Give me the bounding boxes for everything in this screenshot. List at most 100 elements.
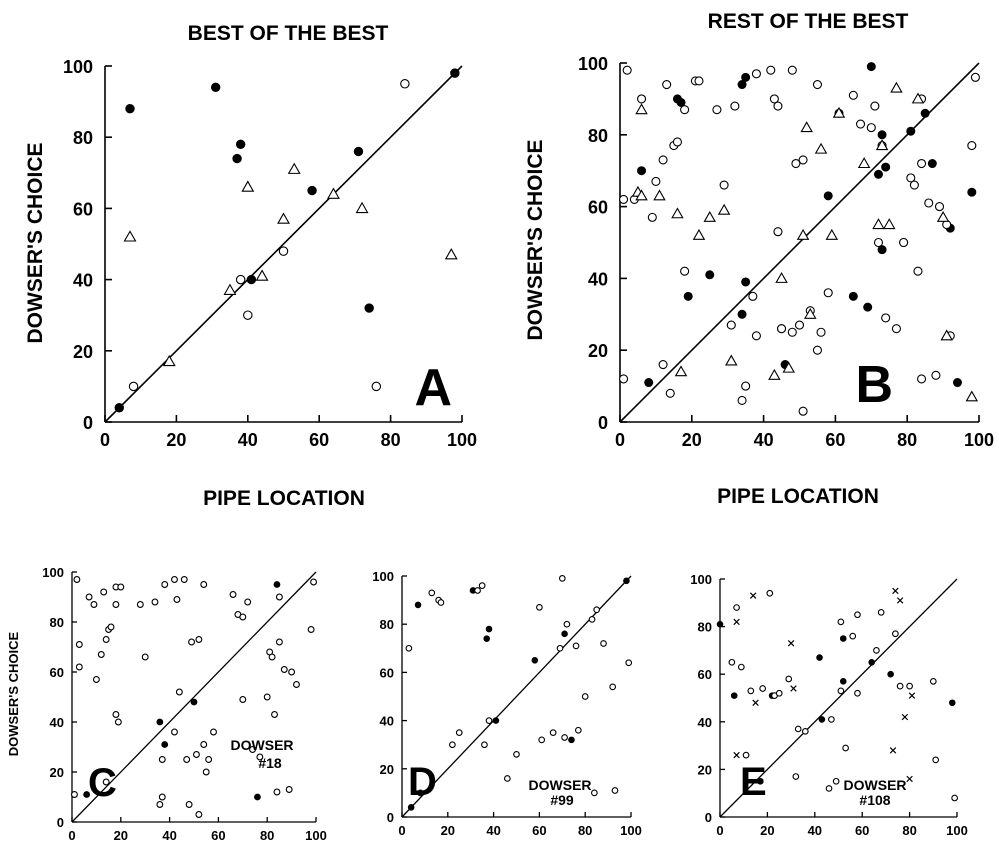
chart-c-x-tick-label: 80	[260, 828, 274, 843]
chart-c-point-open	[85, 593, 93, 601]
chart-e-point-open	[854, 689, 861, 697]
chart-a-y-tick-label: 20	[73, 342, 93, 362]
chart-e-point-cross	[892, 587, 899, 595]
chart-c-point-open	[188, 638, 196, 646]
chart-a-point-filled	[114, 403, 124, 413]
chart-e-point-open	[792, 773, 800, 780]
chart-c-point-open	[280, 666, 288, 673]
chart-a-panel-label: A	[414, 359, 452, 417]
chart-b-point-triangle	[965, 390, 979, 402]
chart-d-y-tick-label: 40	[380, 714, 394, 729]
chart-d-point-open	[474, 587, 481, 594]
chart-a-point-triangle	[241, 180, 255, 192]
chart-e-x-tick-label: 60	[855, 823, 869, 838]
chart-e-point-open	[733, 604, 740, 611]
chart-c-point-open	[256, 753, 264, 761]
chart-b-point-triangle	[635, 103, 648, 115]
chart-a-point-triangle	[255, 269, 269, 281]
chart-c-point-open	[192, 751, 200, 758]
chart-a-x-tick-label: 0	[100, 430, 110, 450]
chart-e-point-open	[759, 685, 767, 692]
chart-d-x-tick-label: 20	[441, 823, 455, 838]
chart-d-x-tick-label: 0	[398, 823, 405, 838]
chart-d-point-open	[437, 599, 445, 606]
chart-b-point-open	[917, 374, 927, 384]
chart-e-annotation-line-1: DOWSER	[844, 777, 907, 793]
chart-c-dowser-annotation: DOWSER #18	[231, 737, 298, 771]
chart-b-panel-label: B	[855, 356, 893, 414]
chart-b-y-tick-label: 60	[588, 198, 608, 218]
chart-c-point-open	[136, 601, 144, 608]
chart-a-point-triangle	[355, 201, 369, 214]
chart-e-point-filled	[839, 635, 847, 642]
chart-b-point-open	[823, 288, 833, 298]
chart-a-point-triangle	[123, 230, 137, 242]
chart-b-point-open	[651, 176, 661, 187]
chart-b-point-open	[751, 331, 761, 341]
chart-b-plot: 0 20 40 60 80 100 0 20 40 60 80 100	[578, 54, 994, 450]
chart-e-x-tick-label: 80	[902, 823, 916, 838]
chart-e-point-open	[756, 777, 764, 785]
chart-b-y-tick-label: 20	[588, 341, 608, 361]
chart-b-point-open	[680, 266, 690, 276]
chart-b-y-tick-label: 100	[578, 54, 608, 74]
chart-b-point-open	[647, 212, 657, 222]
chart-d-plot: 0 20 40 60 80 100 0 20 40 60 80 100	[372, 569, 642, 838]
chart-c-point-filled	[161, 741, 169, 748]
chart-b-point-triangle	[768, 368, 781, 380]
chart-e-annotation-line-2: #108	[859, 792, 890, 808]
chart-a-diagonal-line	[104, 65, 463, 423]
chart-e-dowser-annotation: DOWSER #108	[844, 777, 911, 808]
chart-b-point-triangle	[832, 106, 846, 118]
chart-e-point-open	[854, 611, 861, 619]
chart-d-point-open	[428, 589, 436, 597]
chart-b-point-open	[658, 360, 668, 370]
chart-b-point-triangle	[872, 218, 885, 230]
chart-c-point-open	[239, 696, 247, 703]
chart-c-point-open	[75, 641, 83, 648]
chart-c-point-open	[158, 793, 166, 801]
chart-b-point-filled	[881, 162, 891, 172]
chart-b-point-open	[866, 123, 876, 133]
chart-c-x-tick-label: 40	[162, 828, 176, 843]
chart-b-point-open	[891, 324, 901, 334]
chart-c-x-tick-label: 100	[305, 828, 327, 843]
chart-panel-e: 0 20 40 60 80 100 0 20 40 60 80 100 E DOWSER #108	[690, 572, 968, 838]
chart-a-point-filled	[246, 274, 257, 285]
chart-d-y-tick-label: 0	[387, 810, 394, 825]
chart-d-point-open	[609, 683, 617, 691]
chart-b-point-triangle	[890, 81, 903, 93]
chart-a-point-triangle	[162, 354, 176, 367]
chart-c-point-open	[141, 653, 149, 661]
chart-c-y-tick-label: 100	[42, 565, 64, 580]
chart-d-annotation-line-1: DOWSER	[529, 777, 592, 793]
chart-b-point-open	[622, 65, 632, 75]
chart-c-point-open	[273, 788, 281, 796]
chart-c-point-open	[183, 756, 191, 763]
chart-c-plot: 0 20 40 60 80 100 0 20 40 60 80 100	[42, 565, 327, 843]
chart-b-point-open	[794, 320, 805, 330]
chart-e-y-tick-label: 0	[705, 810, 712, 825]
chart-e-point-open	[842, 744, 849, 752]
chart-d-point-open	[593, 606, 601, 614]
chart-b-point-triangle	[653, 189, 666, 201]
chart-b-x-tick-label: 40	[754, 430, 774, 450]
chart-d-point-open	[538, 736, 546, 744]
chart-a-point-filled	[235, 139, 246, 150]
chart-a-x-tick-label: 80	[381, 430, 401, 450]
chart-c-point-filled	[83, 791, 91, 798]
chart-c-y-axis-title: DOWSER'S CHOICE	[6, 631, 21, 756]
chart-b-point-open	[848, 90, 858, 100]
chart-b-x-tick-label: 100	[964, 430, 994, 450]
chart-e-point-filled	[816, 654, 823, 661]
chart-e-point-open	[785, 675, 793, 683]
chart-c-point-open	[156, 801, 164, 808]
chart-c-point-open	[210, 728, 217, 736]
chart-c-point-open	[249, 746, 257, 753]
chart-a-title: BEST OF THE BEST	[188, 22, 389, 45]
chart-b-x-tick-label: 60	[825, 430, 845, 450]
chart-a-point-filled	[364, 303, 374, 313]
chart-c-point-open	[97, 651, 105, 658]
chart-b-point-open	[773, 227, 783, 237]
chart-d-point-open	[556, 644, 564, 652]
